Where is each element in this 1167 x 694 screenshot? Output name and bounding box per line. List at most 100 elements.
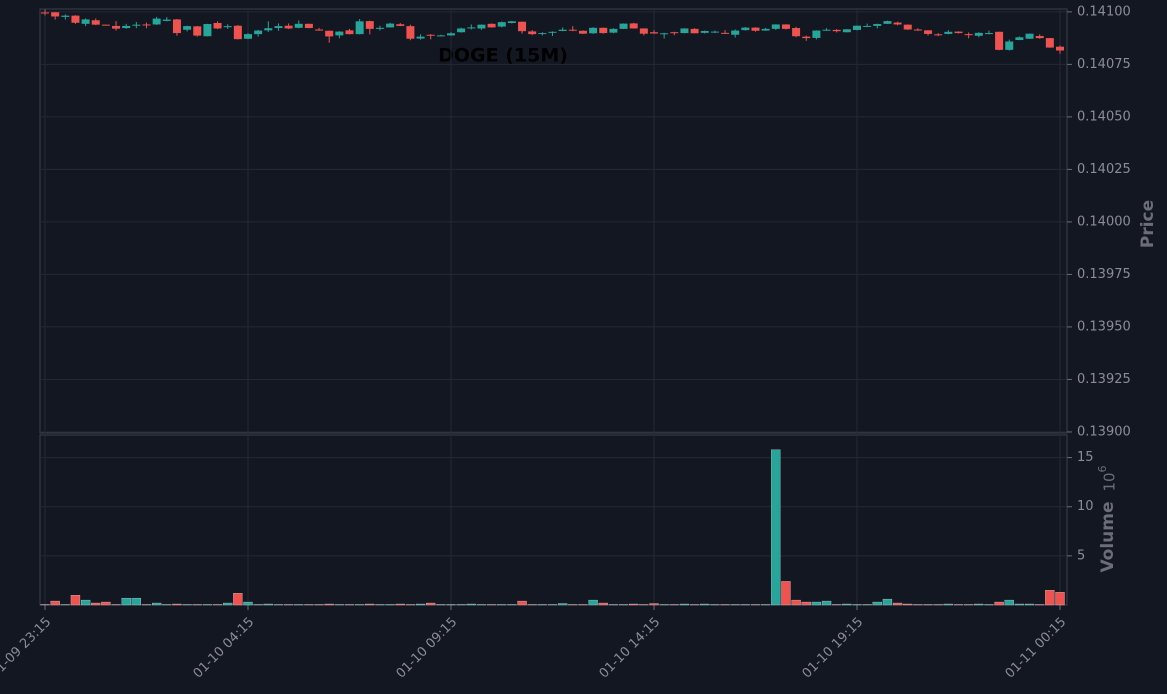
y-tick-label: 0.14075 [1077,57,1131,72]
candle-body [873,24,882,26]
candle-body [1045,38,1054,48]
candle-body [690,28,699,34]
candle-body [650,32,658,34]
price-panel [39,8,1068,434]
volume-offset-exponent: 6 [1096,466,1109,473]
candle-body [893,22,902,25]
candle-body [751,27,760,31]
candle-body [995,31,1004,50]
candle-body [548,31,557,33]
volume-bar [994,601,1004,606]
candle-body [660,33,669,35]
candle-body [944,31,953,34]
candle-body [924,30,933,34]
candle-body [426,34,435,36]
y-tick-label: 0.14050 [1077,109,1131,124]
volume-bar [821,600,832,606]
candle-body [325,30,334,37]
candle-body [741,27,750,31]
candle-body [934,34,943,36]
volume-bar [324,603,334,606]
candle-body [903,24,912,30]
volume-bar [243,601,253,606]
volume-bar [50,600,60,606]
volume-bar [903,603,913,606]
volume-bar [395,603,405,606]
volume-bar [781,581,791,606]
candle-body [132,24,141,26]
volume-bar [70,595,81,606]
volume-bar [466,603,476,606]
candle-body [416,36,425,39]
candle-body [721,32,730,34]
candle-body [213,22,222,29]
candle-body [700,30,709,33]
candle-body [1056,46,1064,51]
candle-body [386,23,395,28]
volume-bar [598,602,608,606]
candle-body [710,31,719,33]
candle-body [122,25,131,29]
candle-body [294,23,303,28]
volume-offset-base: 10 [1101,472,1119,491]
candle-body [639,28,648,34]
volume-bar [811,601,822,606]
candle-body [842,29,851,33]
volume-bar [872,601,882,606]
candle-body [193,26,202,36]
volume-bar [882,598,893,606]
volume-bar [588,599,598,606]
candle-body [802,36,811,39]
candle-body [233,25,242,40]
volume-bar [801,601,811,606]
volume-bar [1024,603,1035,606]
candle-body [578,30,587,34]
candle-body [538,33,547,35]
volume-bar [1045,590,1055,606]
volume-bar [151,602,162,606]
volume-bar [91,602,101,606]
candle-body [832,29,841,32]
candle-body [406,26,415,39]
candle-body [81,19,90,24]
candle-body [244,34,252,39]
volume-axis-label: Volume [1098,501,1118,572]
volume-bar [892,602,903,606]
candle-body [112,25,121,29]
y-tick-label: 10 [1077,499,1094,514]
candle-body [812,30,821,38]
candle-body [61,15,70,17]
candle-body [457,28,466,33]
candle-body [964,34,973,36]
candle-body [1005,41,1014,50]
y-tick-label: 0.14000 [1077,214,1131,229]
y-tick-label: 0.13900 [1077,424,1131,439]
volume-bar [426,602,436,606]
volume-bar [415,603,426,606]
y-tick-label: 0.14025 [1077,162,1131,177]
y-tick-label: 0.13925 [1077,372,1131,387]
chart-title: DOGE (15M) [438,45,568,67]
candle-body [518,21,527,32]
volume-bar [649,603,659,606]
volume-bar [1004,599,1014,606]
candle-body [619,23,628,29]
candle-body [781,24,790,29]
candle-body [568,29,577,31]
candle-body [365,21,374,29]
candle-body [792,28,801,37]
candle-body [436,35,445,37]
y-tick-label: 15 [1077,450,1094,465]
candle-body [761,28,770,31]
y-tick-label: 0.14100 [1077,4,1131,19]
candle-body [142,24,151,26]
volume-bar [223,602,233,606]
volume-bar [233,593,243,606]
y-axis-label: Price [1138,200,1158,248]
volume-bar [263,603,273,606]
candle-body [223,26,232,28]
volume-bar [700,603,710,606]
candle-body [274,26,283,29]
candle-body [335,31,344,36]
